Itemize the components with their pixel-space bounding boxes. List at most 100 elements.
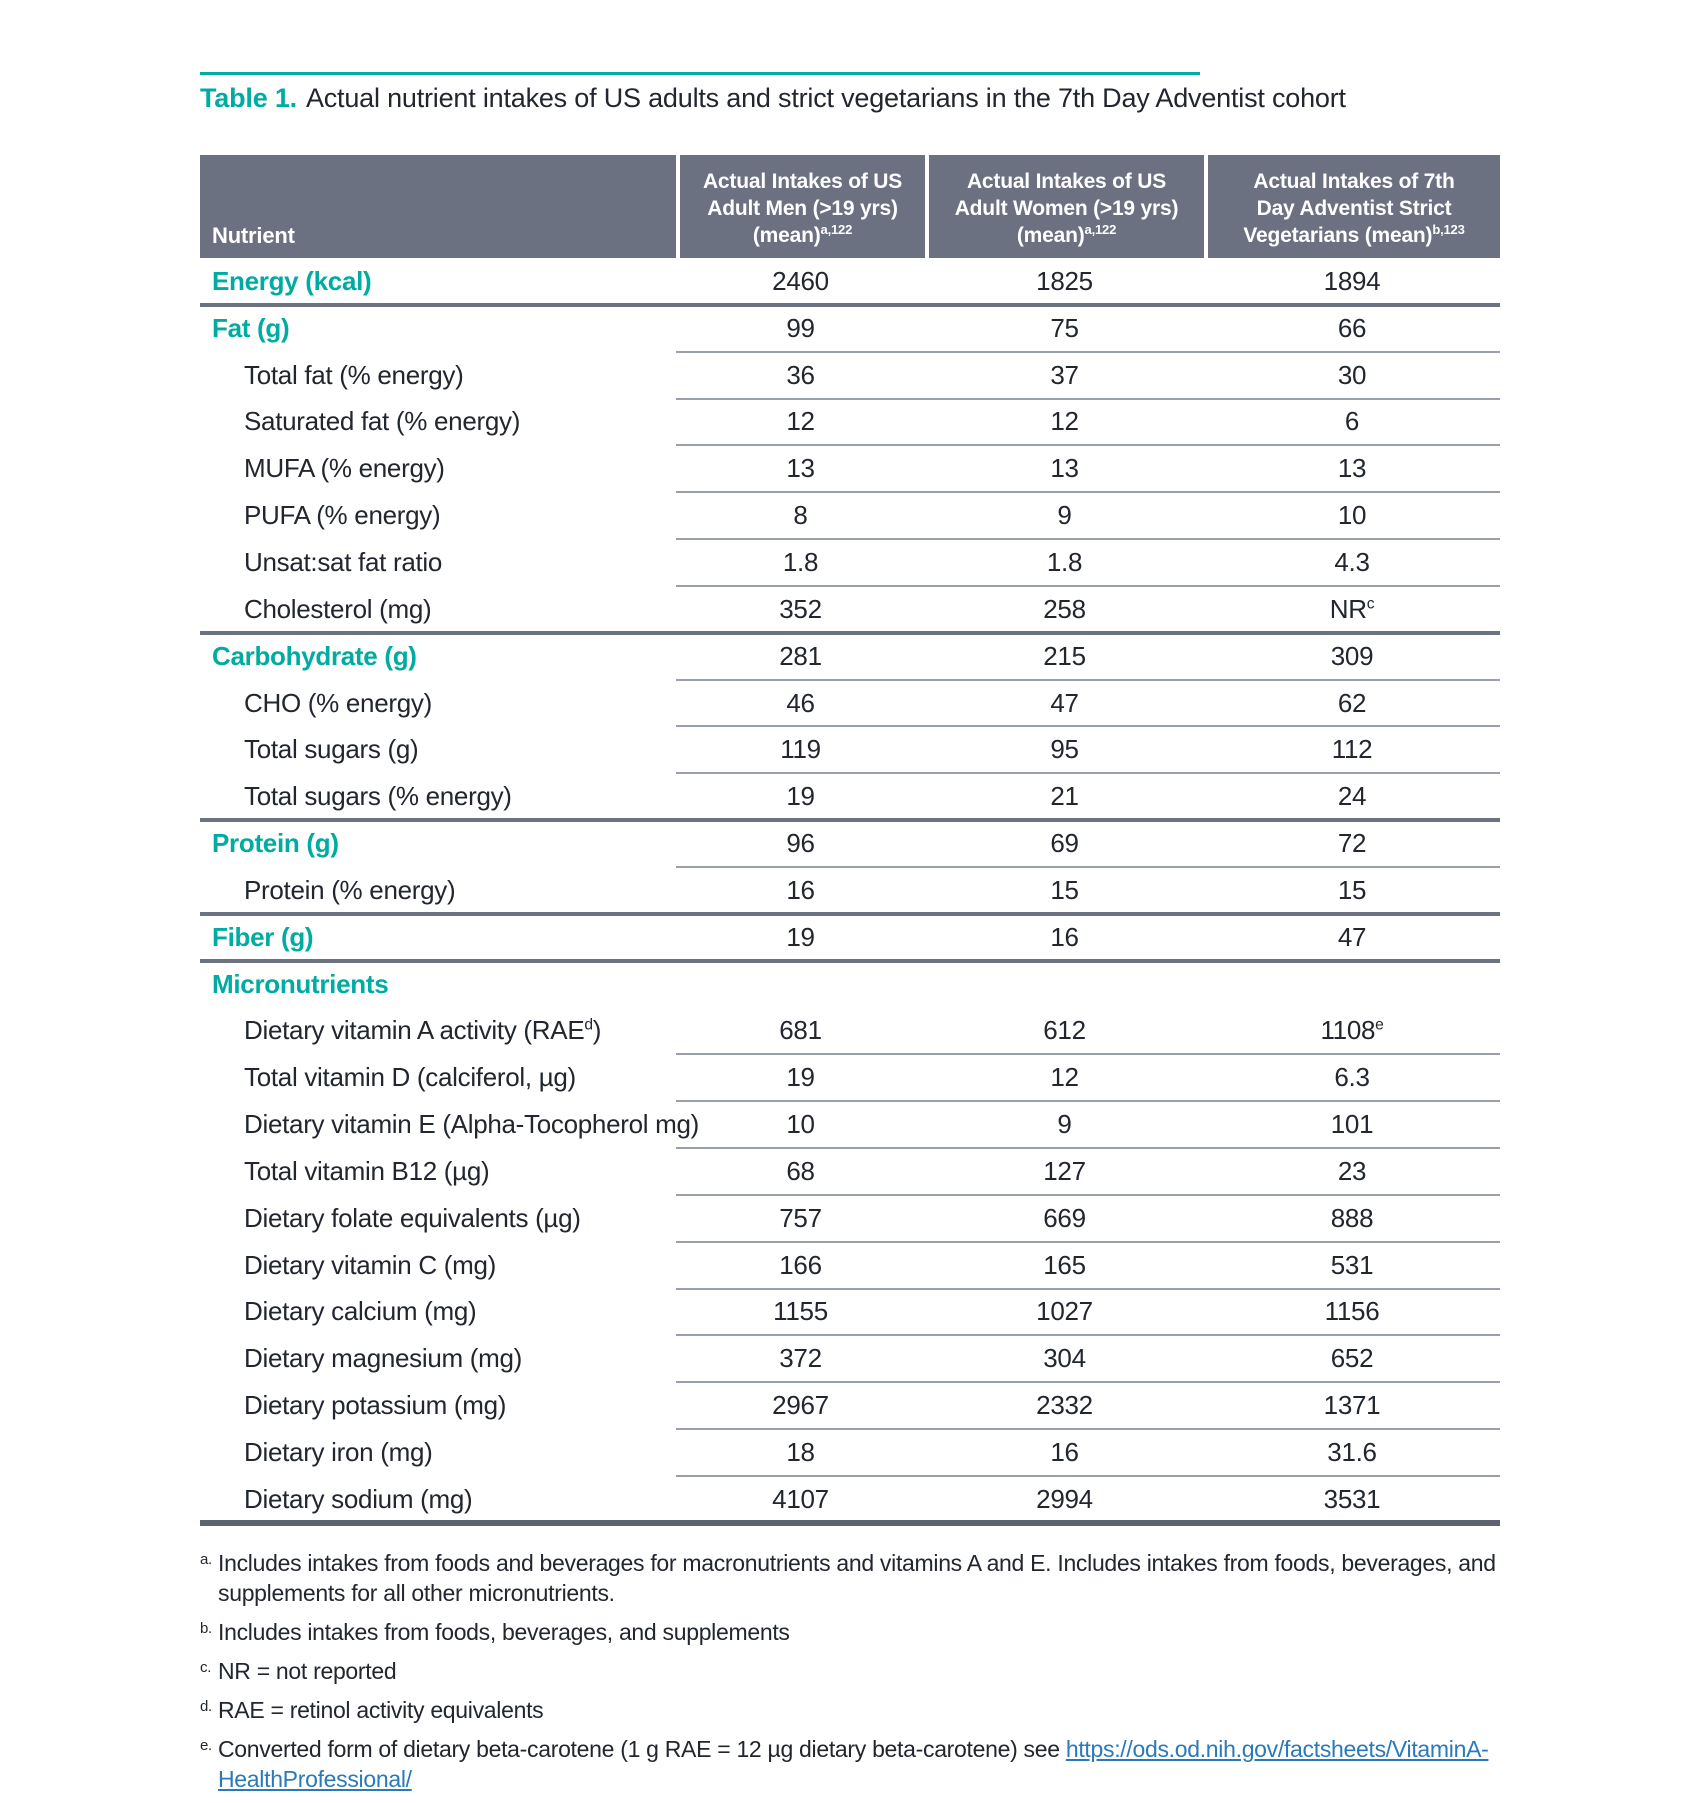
value-cell: 13 xyxy=(786,453,815,484)
column-header-text: Actual Intakes of 7th Day Adventist Stric… xyxy=(1243,170,1465,247)
value-cell: 669 xyxy=(1043,1202,1086,1233)
footnote-link[interactable]: https://ods.od.nih.gov/factsheets/Vitami… xyxy=(218,1736,1489,1792)
table-row: Unsat:sat fat ratio 1.8 1.8 4.3 xyxy=(200,539,1500,587)
value-cell: 681 xyxy=(779,1015,822,1046)
value-cell: 215 xyxy=(1043,640,1086,671)
row-divider xyxy=(676,1100,1500,1103)
value-cell: 1155 xyxy=(773,1296,828,1327)
nutrient-label: Total vitamin D (calciferol, µg) xyxy=(244,1062,576,1093)
value-cell: 47 xyxy=(1050,687,1079,718)
top-accent-rule xyxy=(200,72,1200,75)
value-cell: 6.3 xyxy=(1334,1062,1370,1093)
table-row: Dietary magnesium (mg) 372 304 652 xyxy=(200,1335,1500,1384)
row-divider xyxy=(200,302,1500,307)
value-cell: 24 xyxy=(1337,781,1367,812)
value-cell: 281 xyxy=(779,640,822,671)
value-cell: 4.3 xyxy=(1334,546,1370,577)
row-divider xyxy=(676,350,1500,353)
value-cell: 119 xyxy=(780,734,821,765)
column-header-text: Actual Intakes of US Adult Women (>19 yrs… xyxy=(954,170,1179,247)
row-divider xyxy=(676,772,1500,775)
nutrient-label: Dietary folate equivalents (µg) xyxy=(244,1202,581,1233)
nutrient-label: CHO (% energy) xyxy=(244,687,432,718)
value-cell: 1894 xyxy=(1323,265,1381,296)
row-divider xyxy=(676,1428,1500,1431)
value-cell: 99 xyxy=(786,312,815,343)
nutrient-label: Carbohydrate (g) xyxy=(212,640,417,671)
value-cell: 66 xyxy=(1337,312,1367,343)
footnote-e: e. Converted form of dietary beta-caroten… xyxy=(200,1734,1506,1794)
nutrient-label: Total fat (% energy) xyxy=(244,359,464,390)
table-title-text: Actual nutrient intakes of US adults and… xyxy=(305,83,1346,113)
nutrient-label: Fiber (g) xyxy=(212,921,314,952)
nutrient-label: Total sugars (% energy) xyxy=(244,781,512,812)
table-row: CHO (% energy) 46 47 62 xyxy=(200,680,1500,728)
value-cell: 2332 xyxy=(1036,1390,1093,1421)
nutrient-label: Fat (g) xyxy=(212,312,290,343)
value-cell: 9 xyxy=(1057,500,1072,531)
footnote-marker: a. xyxy=(200,1551,212,1568)
table-row: Dietary iron (mg) 18 16 31.6 xyxy=(200,1429,1500,1477)
value-cell: 75 xyxy=(1050,312,1079,343)
row-divider xyxy=(676,1053,1500,1056)
table-header-row: Nutrient Actual Intakes of US Adult Men (>… xyxy=(200,155,1500,258)
table-row: PUFA (% energy) 8 9 10 xyxy=(200,492,1500,541)
table-row: Dietary calcium (mg) 1155 1027 1156 xyxy=(200,1289,1500,1337)
table-row: Total vitamin D (calciferol, µg) 19 12 6.3 xyxy=(200,1054,1500,1103)
value-cell: 1156 xyxy=(1324,1296,1380,1327)
value-cell: 47 xyxy=(1337,921,1367,952)
value-cell: 1371 xyxy=(1323,1390,1381,1421)
value-cell: 165 xyxy=(1043,1249,1086,1280)
table-row: Cholesterol (mg) 352 258 NRc xyxy=(200,586,1500,635)
value-cell: 101 xyxy=(1330,1109,1374,1140)
table-row: Protein (g) 96 69 72 xyxy=(200,820,1500,868)
value-cell: 757 xyxy=(779,1202,822,1233)
row-divider xyxy=(676,1240,1500,1243)
value-cell: 888 xyxy=(1330,1202,1374,1233)
table-row: Protein (% energy) 16 15 15 xyxy=(200,867,1500,916)
value-cell: 352 xyxy=(779,593,822,624)
nutrient-label: PUFA (% energy) xyxy=(244,500,441,531)
table-row: Total sugars (% energy) 19 21 24 xyxy=(200,773,1500,823)
row-divider xyxy=(676,725,1500,728)
value-cell: 19 xyxy=(786,1062,815,1093)
value-cell: 15 xyxy=(1050,874,1079,905)
row-divider xyxy=(200,630,1500,635)
value-cell: 2460 xyxy=(772,265,829,296)
nutrient-label: Dietary vitamin A activity (RAEd) xyxy=(244,1015,602,1046)
value-cell: 112 xyxy=(1331,734,1373,765)
row-divider xyxy=(676,1287,1500,1290)
row-divider xyxy=(676,865,1500,868)
value-cell: 30 xyxy=(1337,359,1367,390)
table-row: Total sugars (g) 119 95 112 xyxy=(200,726,1500,775)
column-header-text: Nutrient xyxy=(212,223,295,248)
footnote-marker: e. xyxy=(200,1737,212,1754)
footnote-marker: d. xyxy=(200,1698,212,1715)
row-divider xyxy=(676,1381,1500,1384)
value-cell: 95 xyxy=(1050,734,1079,765)
row-divider xyxy=(200,818,1500,823)
value-cell: 6 xyxy=(1344,406,1360,437)
value-cell: 18 xyxy=(786,1437,815,1468)
row-divider xyxy=(200,958,1500,963)
table-row: Dietary vitamin A activity (RAEd) 681 612 1… xyxy=(200,1008,1500,1056)
nutrient-label: Protein (% energy) xyxy=(244,874,456,905)
value-cell: 16 xyxy=(786,874,815,905)
nutrient-label: Protein (g) xyxy=(212,828,339,859)
value-cell: 3531 xyxy=(1323,1483,1381,1514)
value-cell: 69 xyxy=(1050,828,1079,859)
value-cell: 9 xyxy=(1057,1109,1072,1140)
column-header-women: Actual Intakes of US Adult Women (>19 yrs… xyxy=(925,155,1204,258)
table-row: Fat (g) 99 75 66 xyxy=(200,305,1500,353)
row-divider xyxy=(200,1519,1500,1526)
nutrient-label: Dietary sodium (mg) xyxy=(244,1483,473,1514)
table-title-label: Table 1. xyxy=(200,83,297,113)
footnote-d: d. RAE = retinol activity equivalents xyxy=(200,1695,1506,1725)
value-cell: 1825 xyxy=(1036,265,1093,296)
value-cell: 10 xyxy=(1337,500,1367,531)
nutrient-label: Dietary vitamin C (mg) xyxy=(244,1249,496,1280)
value-cell: 531 xyxy=(1330,1249,1374,1280)
nutrient-label: Cholesterol (mg) xyxy=(244,593,432,624)
value-cell: 258 xyxy=(1043,593,1086,624)
nutrient-label: Dietary vitamin E (Alpha-Tocopherol mg) xyxy=(244,1109,700,1140)
